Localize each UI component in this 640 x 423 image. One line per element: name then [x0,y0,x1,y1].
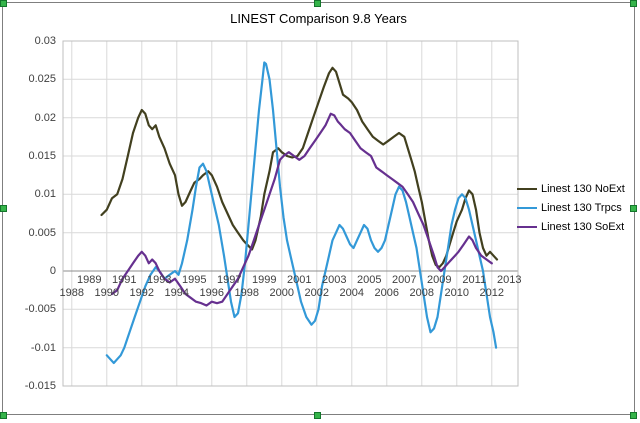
x-tick-label: 1988 [59,287,84,299]
x-tick-label: 1995 [182,274,207,286]
selection-handle-middle-right[interactable] [630,205,637,212]
y-tick-label: -0.015 [24,380,56,392]
x-tick-label: 1996 [199,287,224,299]
legend-label: Linest 130 SoExt [541,220,625,233]
x-tick-label: 2010 [444,287,469,299]
x-tick-label: 1994 [164,287,189,299]
x-tick-label: 2006 [374,287,399,299]
legend-item-1[interactable]: Linest 130 Trpcs [517,198,625,217]
y-tick-label: 0 [49,265,56,277]
x-tick-label: 2009 [427,274,452,286]
y-tick-label: 0.005 [28,226,56,239]
x-tick-label: 1989 [77,274,102,286]
x-tick-label: 2013 [497,274,522,286]
x-tick-label: 2002 [304,287,329,299]
y-tick-label: -0.01 [30,341,56,354]
selection-handle-bottom-left[interactable] [0,412,7,419]
selection-handle-top-left[interactable] [0,0,7,7]
x-tick-label: 1990 [94,287,119,299]
x-tick-label: 1993 [147,274,172,286]
legend-label: Linest 130 Trpcs [541,201,622,214]
legend-line-marker [517,225,537,228]
legend-label: Linest 130 NoExt [541,182,625,195]
y-tick-label: -0.005 [24,303,56,316]
y-tick-label: 0.01 [34,188,56,201]
y-tick-label: 0.02 [34,111,56,124]
legend-item-0[interactable]: Linest 130 NoExt [517,179,625,198]
x-tick-label: 2012 [479,287,504,299]
legend-item-2[interactable]: Linest 130 SoExt [517,217,625,236]
chart-canvas [62,40,519,387]
x-tick-label: 1999 [252,274,277,286]
series-line-1 [105,61,498,365]
plot-area [3,3,634,414]
selection-handle-top-right[interactable] [630,0,637,7]
x-tick-label: 2005 [357,274,382,286]
chart-title: LINEST Comparison 9.8 Years [230,11,407,26]
x-tick-label: 2001 [287,274,312,286]
selection-handle-middle-left[interactable] [0,205,7,212]
x-tick-label: 1998 [234,287,259,299]
selection-handle-bottom-center[interactable] [314,412,321,419]
y-tick-label: 0.03 [34,35,56,47]
selection-handle-top-center[interactable] [314,0,321,7]
chart-frame[interactable]: LINEST Comparison 9.8 Years 0.03 0.025 0.0… [2,2,635,415]
x-tick-label: 2008 [409,287,434,299]
series-line-0 [100,66,499,269]
series-line-2 [110,112,493,307]
x-tick-label: 2011 [462,274,487,286]
legend-line-marker [517,187,537,190]
legend[interactable]: Linest 130 NoExt Linest 130 Trpcs Linest 1… [517,179,625,236]
selection-handle-bottom-right[interactable] [630,412,637,419]
x-tick-label: 2000 [269,287,294,299]
x-tick-label: 1992 [129,287,154,299]
x-tick-label: 1991 [112,274,137,286]
x-tick-label: 1997 [217,274,242,286]
x-tick-label: 2004 [339,287,364,299]
x-tick-label: 2003 [322,274,347,286]
legend-line-marker [517,206,537,209]
x-tick-label: 2007 [392,274,417,286]
y-tick-label: 0.015 [28,150,56,162]
y-tick-label: 0.025 [28,73,56,86]
